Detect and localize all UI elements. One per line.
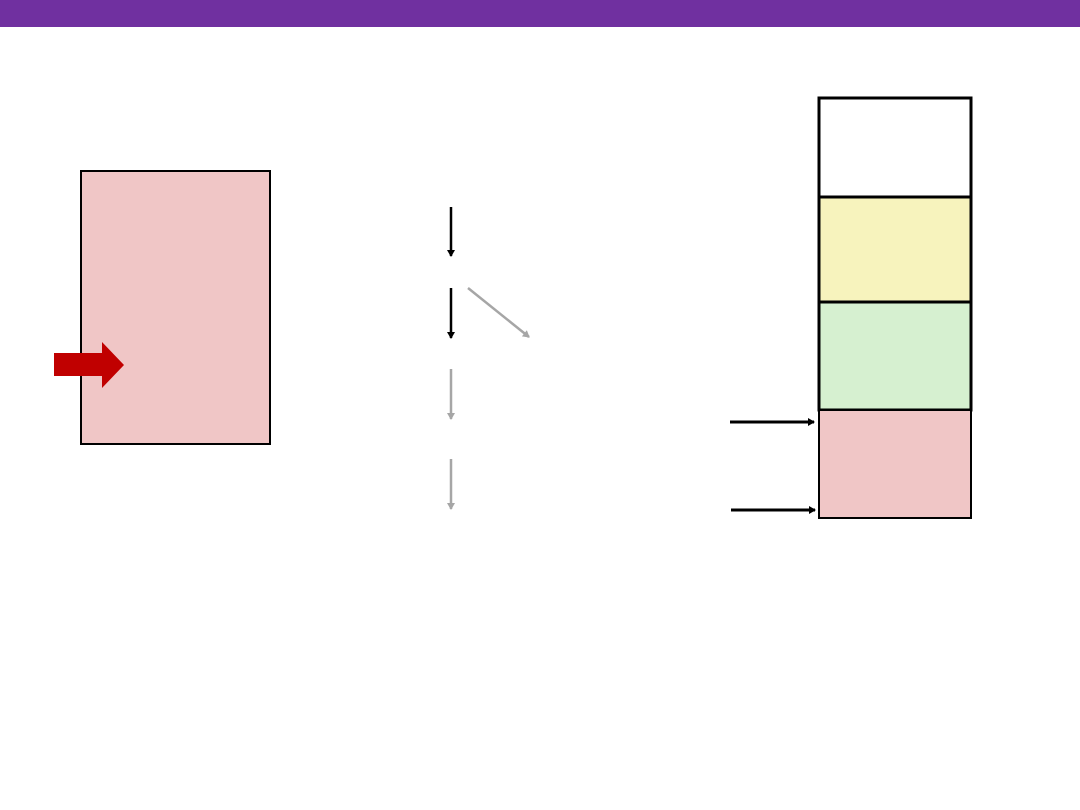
stack-frame-yellow — [817, 195, 973, 304]
header-bar — [0, 0, 1080, 27]
stack-frame-pink — [818, 409, 972, 519]
flow-arrow-branch — [467, 287, 530, 338]
stack-frame-top — [817, 96, 973, 199]
current-instruction-arrow-icon — [54, 342, 124, 388]
stack-frame-green — [817, 300, 973, 412]
code-block — [80, 170, 271, 445]
